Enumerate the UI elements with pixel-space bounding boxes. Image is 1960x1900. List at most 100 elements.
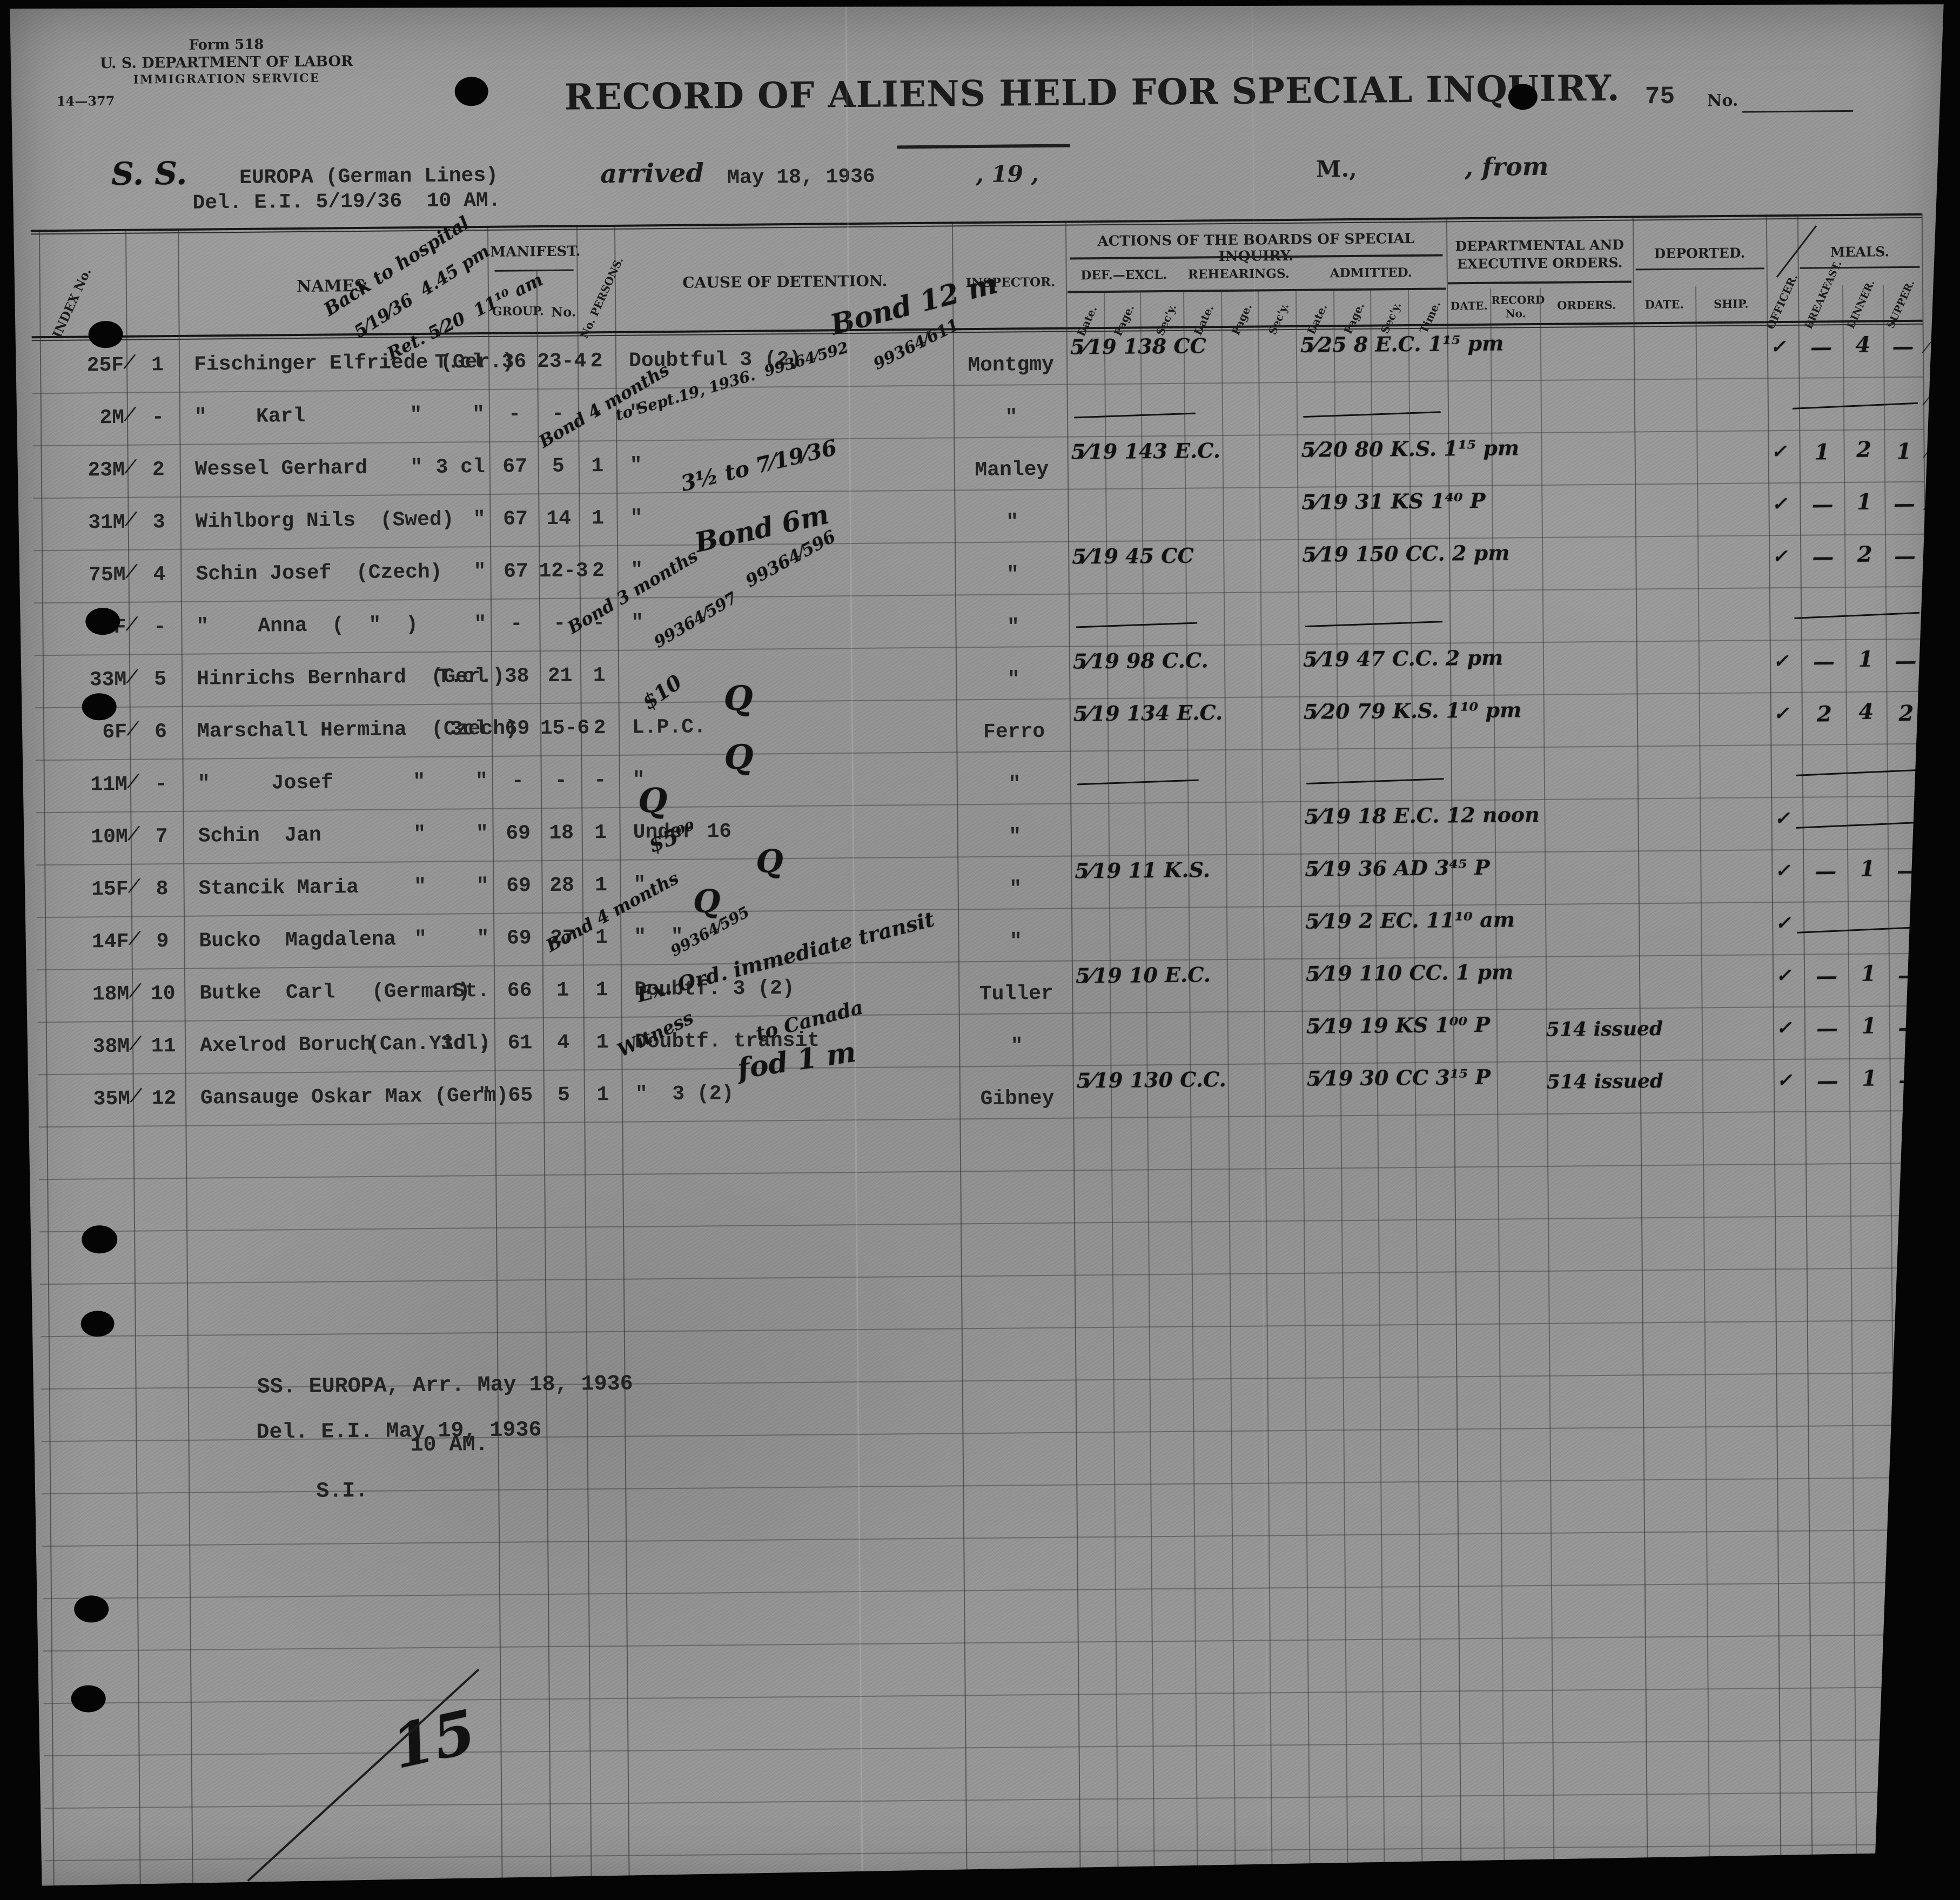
cell-cause: " (630, 506, 643, 530)
cell-manifest-no: 5 (557, 1083, 570, 1107)
cell-cause: " (629, 454, 642, 478)
cell-class: St. (452, 979, 490, 1003)
cell-index: 38M (92, 1035, 130, 1059)
table-grid-lines (30, 213, 1937, 1897)
cell-margin-tick: ⁄ (1927, 497, 1929, 514)
cell-group: 67 (502, 455, 528, 479)
cell-margin-tick: ⁄ (1926, 445, 1929, 461)
deported-underline (1635, 267, 1764, 271)
cell-index: 10M (91, 825, 128, 849)
row-line (45, 1843, 1936, 1862)
col-dept-orders: DEPARTMENTAL AND EXECUTIVE ORDERS. (1449, 236, 1630, 273)
cell-admitted: 5⁄19 31 KS 1⁴⁰ P (1301, 488, 1486, 514)
cell-index-check: ⁄ (132, 823, 136, 845)
cell-manifest-no: 15-6 (540, 716, 590, 741)
cell-group: 69 (506, 822, 531, 845)
hand-underline (1074, 412, 1196, 419)
cell-inspector: " (1008, 773, 1021, 796)
cell-officer-check: ✓ (1775, 912, 1791, 935)
cell-persons: 1 (596, 1083, 609, 1107)
cell-group: 38 (504, 664, 529, 688)
cell-meal-dinner: 1 (1861, 961, 1876, 986)
cell-margin-tick: ⁄ (1930, 864, 1932, 881)
cell-meal-dinner: 1 (1860, 856, 1876, 882)
cell-index: 14F (91, 930, 129, 954)
cell-inspector: Ferro (983, 720, 1045, 744)
cell-meal-breakfast: — (1813, 649, 1835, 675)
cell-margin-tick: ⁄ (1931, 1021, 1934, 1038)
cell-meal-supper: 2 (1898, 700, 1914, 727)
cell-meal-supper: — (1894, 543, 1916, 569)
cell-meal-dinner: 4 (1855, 332, 1871, 358)
footer-time: 10 AM. (410, 1433, 488, 1458)
cell-manifest-no: 18 (549, 821, 574, 845)
cell-admitted: 5⁄19 47 C.C. 2 pm (1303, 645, 1503, 672)
cell-meal-dinner: 2 (1856, 437, 1872, 462)
meals-strike-line (1794, 612, 1920, 619)
cell-officer-check: ✓ (1771, 440, 1787, 463)
cell-meal-supper: — (1897, 962, 1919, 989)
cell-margin-tick: ⁄ (1930, 916, 1933, 933)
cell-class: T.cl (437, 664, 487, 689)
cell-meal-supper: — (1895, 648, 1917, 674)
form-service: IMMIGRATION SERVICE (133, 71, 320, 87)
cell-group: 67 (503, 560, 528, 583)
cell-manifest-no: 23-4 (536, 350, 587, 374)
col-dinner: DINNER. (1844, 278, 1877, 331)
cell-name: " Anna ( " ) (196, 613, 418, 639)
cell-inspector: " (1009, 825, 1022, 849)
cell-index-check: ⁄ (131, 718, 135, 740)
row-line (39, 1214, 1930, 1233)
cell-def-excl: 5⁄19 134 E.C. (1073, 700, 1223, 726)
cell-meal-dinner: 4 (1858, 699, 1874, 724)
cell-group: 66 (507, 979, 532, 1003)
col-manifest: MANIFEST. (490, 243, 581, 260)
handwritten-note: Q (723, 678, 753, 719)
cell-class: " (476, 874, 489, 898)
cell-meal-supper: 1 (1896, 438, 1912, 465)
cell-index: 11M (90, 773, 128, 797)
hole-punch (454, 76, 488, 106)
cell-officer-check: ✓ (1776, 1069, 1793, 1092)
col-cause: CAUSE OF DETENTION. (682, 272, 888, 292)
cell-inspector: " (1005, 406, 1018, 429)
cell-row-number: 10 (150, 982, 176, 1006)
col-rehearings: REHEARINGS. (1187, 266, 1290, 282)
footer-si: S.I. (316, 1479, 368, 1504)
cell-class: " (476, 926, 489, 951)
dept-line1: DEPARTMENTAL AND (1455, 237, 1625, 254)
cell-meal-dinner: 1 (1858, 646, 1874, 672)
cell-class: " (475, 769, 488, 794)
cell-name: " Karl (194, 404, 306, 429)
cell-manifest-no: 28 (549, 874, 575, 897)
cell-meal-breakfast: — (1815, 858, 1837, 884)
ship-name: EUROPA (German Lines) (239, 164, 499, 190)
meals-strike-line (1796, 821, 1922, 829)
table-top-rule (30, 217, 1922, 235)
cell-name: Wessel Gerhard (194, 456, 368, 481)
row-line (42, 1529, 1934, 1547)
cell-persons: 2 (592, 559, 605, 583)
cell-inspector: " (1007, 668, 1020, 691)
cell-meal-supper: — (1898, 1067, 1921, 1093)
row-line (39, 1267, 1931, 1285)
cell-class: " (478, 1084, 491, 1108)
form-code: 14—377 (56, 92, 115, 109)
footer-delivery-line: Del. E.I. May 19, 1936 (256, 1418, 542, 1445)
row-line (43, 1686, 1935, 1704)
cell-admitted: 5⁄19 150 CC. 2 pm (1302, 540, 1510, 567)
year-blank: , 19 , (975, 160, 1039, 188)
cell-inspector: " (1006, 563, 1019, 587)
cell-meal-supper: — (1892, 333, 1914, 360)
table-top-rule (30, 213, 1922, 232)
cell-row-number: - (151, 406, 165, 429)
cell-def-excl: 5⁄19 10 E.C. (1075, 962, 1211, 988)
ledger-table: NAMES. MANIFEST. GROUP. No. CAUSE OF DET… (30, 213, 1937, 1897)
cell-meal-breakfast: — (1816, 1016, 1838, 1042)
cell-index: 31M (88, 511, 125, 535)
cell-name: Schin Jan (198, 823, 321, 848)
cell-meal-breakfast: — (1815, 963, 1838, 989)
cell-admitted: 5⁄25 8 E.C. 1¹⁵ pm (1300, 331, 1504, 357)
cell-group: 69 (506, 874, 532, 898)
cell-manifest-no: 12-3 (539, 559, 588, 583)
